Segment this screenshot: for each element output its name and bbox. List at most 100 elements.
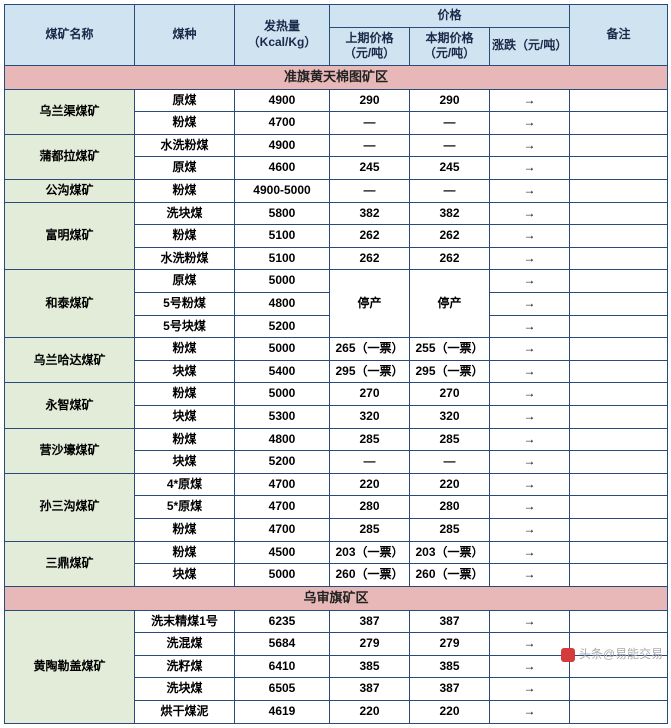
curr-price: 262 bbox=[410, 225, 490, 248]
curr-price: 295（一票） bbox=[410, 360, 490, 383]
table-row: 乌兰哈达煤矿粉煤5000265（一票）255（一票）→ bbox=[5, 338, 668, 361]
coal-type: 洗末精煤1号 bbox=[135, 610, 235, 633]
prev-price: 320 bbox=[330, 405, 410, 428]
coal-type: 块煤 bbox=[135, 405, 235, 428]
curr-price: 262 bbox=[410, 247, 490, 270]
col-heat: 发热量（Kcal/Kg） bbox=[235, 5, 330, 66]
coal-type: 水洗粉煤 bbox=[135, 134, 235, 157]
change: → bbox=[490, 270, 570, 293]
heat-value: 4700 bbox=[235, 473, 330, 496]
mine-name: 和泰煤矿 bbox=[5, 270, 135, 338]
coal-type: 粉煤 bbox=[135, 338, 235, 361]
mine-name: 富明煤矿 bbox=[5, 202, 135, 270]
col-price-group: 价格 bbox=[330, 5, 570, 28]
curr-price: 385 bbox=[410, 655, 490, 678]
remark bbox=[570, 225, 668, 248]
coal-type: 5*原煤 bbox=[135, 496, 235, 519]
coal-type: 洗块煤 bbox=[135, 678, 235, 701]
prev-price: — bbox=[330, 112, 410, 135]
coal-type: 水洗粉煤 bbox=[135, 247, 235, 270]
remark bbox=[570, 383, 668, 406]
remark bbox=[570, 247, 668, 270]
col-prev: 上期价格（元/吨） bbox=[330, 27, 410, 65]
heat-value: 5800 bbox=[235, 202, 330, 225]
remark bbox=[570, 428, 668, 451]
change: → bbox=[490, 633, 570, 656]
change: → bbox=[490, 610, 570, 633]
remark bbox=[570, 633, 668, 656]
curr-price: 382 bbox=[410, 202, 490, 225]
curr-price: 220 bbox=[410, 473, 490, 496]
prev-price: 262 bbox=[330, 247, 410, 270]
table-row: 和泰煤矿原煤5000停产停产→ bbox=[5, 270, 668, 293]
coal-type: 粉煤 bbox=[135, 112, 235, 135]
prev-price: 262 bbox=[330, 225, 410, 248]
heat-value: 4619 bbox=[235, 701, 330, 724]
mine-name: 黄陶勒盖煤矿 bbox=[5, 610, 135, 723]
heat-value: 4700 bbox=[235, 518, 330, 541]
curr-price: — bbox=[410, 112, 490, 135]
change: → bbox=[490, 225, 570, 248]
heat-value: 4900 bbox=[235, 134, 330, 157]
heat-value: 6410 bbox=[235, 655, 330, 678]
curr-price: — bbox=[410, 451, 490, 474]
prev-price: 295（一票） bbox=[330, 360, 410, 383]
curr-price: 245 bbox=[410, 157, 490, 180]
mine-name: 蒲都拉煤矿 bbox=[5, 134, 135, 179]
prev-price: 245 bbox=[330, 157, 410, 180]
coal-type: 粉煤 bbox=[135, 225, 235, 248]
change: → bbox=[490, 701, 570, 724]
heat-value: 4800 bbox=[235, 293, 330, 316]
prev-price: 270 bbox=[330, 383, 410, 406]
remark bbox=[570, 89, 668, 112]
prev-price: 停产 bbox=[330, 270, 410, 338]
change: → bbox=[490, 383, 570, 406]
remark bbox=[570, 564, 668, 587]
prev-price: 290 bbox=[330, 89, 410, 112]
heat-value: 4700 bbox=[235, 496, 330, 519]
change: → bbox=[490, 202, 570, 225]
prev-price: 387 bbox=[330, 610, 410, 633]
remark bbox=[570, 405, 668, 428]
table-row: 公沟煤矿粉煤4900-5000——→ bbox=[5, 180, 668, 203]
change: → bbox=[490, 293, 570, 316]
remark bbox=[570, 518, 668, 541]
mine-name: 乌兰哈达煤矿 bbox=[5, 338, 135, 383]
heat-value: 5300 bbox=[235, 405, 330, 428]
prev-price: 220 bbox=[330, 473, 410, 496]
heat-value: 6505 bbox=[235, 678, 330, 701]
table-row: 乌兰渠煤矿原煤4900290290→ bbox=[5, 89, 668, 112]
change: → bbox=[490, 496, 570, 519]
remark bbox=[570, 293, 668, 316]
prev-price: — bbox=[330, 180, 410, 203]
remark bbox=[570, 496, 668, 519]
col-type: 煤种 bbox=[135, 5, 235, 66]
curr-price: 279 bbox=[410, 633, 490, 656]
curr-price: 280 bbox=[410, 496, 490, 519]
coal-type: 块煤 bbox=[135, 451, 235, 474]
remark bbox=[570, 360, 668, 383]
heat-value: 4900-5000 bbox=[235, 180, 330, 203]
curr-price: 停产 bbox=[410, 270, 490, 338]
coal-type: 洗籽煤 bbox=[135, 655, 235, 678]
change: → bbox=[490, 564, 570, 587]
remark bbox=[570, 270, 668, 293]
coal-type: 洗混煤 bbox=[135, 633, 235, 656]
col-change: 涨跌（元/吨） bbox=[490, 27, 570, 65]
change: → bbox=[490, 134, 570, 157]
prev-price: 387 bbox=[330, 678, 410, 701]
prev-price: 279 bbox=[330, 633, 410, 656]
prev-price: 285 bbox=[330, 428, 410, 451]
prev-price: 220 bbox=[330, 701, 410, 724]
heat-value: 5200 bbox=[235, 315, 330, 338]
remark bbox=[570, 180, 668, 203]
curr-price: 387 bbox=[410, 610, 490, 633]
curr-price: 285 bbox=[410, 428, 490, 451]
prev-price: — bbox=[330, 451, 410, 474]
change: → bbox=[490, 89, 570, 112]
change: → bbox=[490, 405, 570, 428]
col-mine: 煤矿名称 bbox=[5, 5, 135, 66]
prev-price: 285 bbox=[330, 518, 410, 541]
change: → bbox=[490, 541, 570, 564]
remark bbox=[570, 338, 668, 361]
